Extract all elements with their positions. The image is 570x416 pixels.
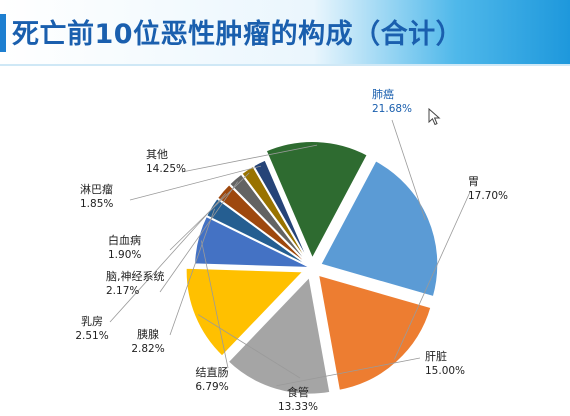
slice-label-7: 乳房 [81,315,103,328]
slice-value-label-2: 17.70% [468,190,508,202]
leader-line-3 [276,357,421,387]
slice-label-3: 肝脏 [425,350,447,363]
slice-label-1: 肺癌 [372,87,394,101]
page-title: 死亡前10位恶性肿瘤的构成（合计） [12,19,464,50]
slice-label-9: 白血病 [108,233,141,247]
slice-label-10: 淋巴瘤 [80,182,113,196]
leader-line-9 [169,172,250,251]
slice-value-label-5: 6.79% [195,381,228,393]
slice-label-8: 脑,神经系统 [106,269,165,283]
leader-line-6 [169,208,215,336]
pie-slice-11 [264,140,370,262]
leader-lines [109,119,471,387]
pie-slice-4 [184,266,306,359]
pie-slice-3 [226,274,332,396]
slice-value-label-1: 21.68% [372,103,412,115]
mouse-cursor-icon [428,108,441,126]
slice-value-label-8: 2.17% [106,285,139,297]
slice-value-label-6: 2.82% [131,343,164,355]
leader-line-2 [394,191,471,360]
slice-label-11: 其他 [146,148,168,161]
slice-value-label-9: 1.90% [108,249,141,261]
slice-value-label-10: 1.85% [80,198,113,210]
slice-labels: 肺癌 21.68% 胃 17.70% 肝脏 15.00% 食管 13.33% 结直肠 6.79% 胰… [75,87,508,413]
title-accent-bar [0,14,6,52]
leader-line-1 [391,119,426,221]
slice-value-label-11: 14.25% [146,163,186,175]
pie-chart: 肺癌 21.68% 胃 17.70% 肝脏 15.00% 食管 13.33% 结直肠 6.79% 胰… [75,87,508,413]
slice-label-2: 胃 [468,175,479,188]
pie-slice-1 [318,158,440,299]
leader-line-5 [200,240,229,369]
pie-slice-10 [251,158,313,269]
slice-value-label-4: 13.33% [278,401,318,413]
title-bar: 死亡前10位恶性肿瘤的构成（合计） [0,0,570,66]
slice-label-4: 食管 [287,385,309,399]
leader-line-11 [181,144,318,173]
pie-slices [184,140,440,396]
slice-value-label-3: 15.00% [425,365,465,377]
leader-line-4 [197,314,301,379]
slice-value-label-7: 2.51% [75,330,108,342]
leader-line-10 [129,165,262,201]
leader-line-8 [159,181,238,293]
slice-label-6: 胰腺 [137,327,159,341]
slice-label-5: 结直肠 [196,365,229,379]
